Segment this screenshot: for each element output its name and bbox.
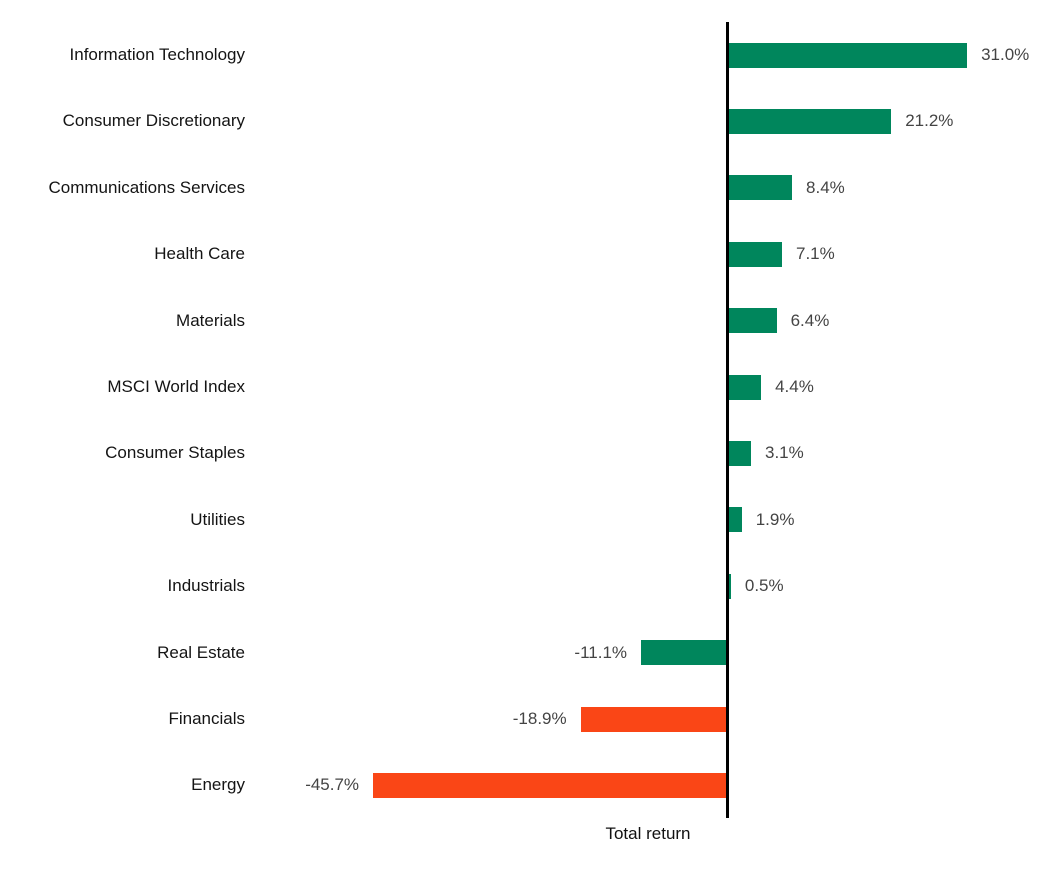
bar bbox=[373, 772, 727, 798]
value-label: 3.1% bbox=[765, 443, 804, 463]
category-label: Communications Services bbox=[48, 177, 245, 197]
chart-row: Consumer Discretionary 21.2% bbox=[0, 108, 1061, 134]
value-label: -11.1% bbox=[574, 642, 628, 662]
category-label: MSCI World Index bbox=[107, 377, 245, 396]
value-label: -18.9% bbox=[512, 709, 567, 728]
value-label: -45.7% bbox=[305, 775, 360, 795]
chart-row: MSCI World Index 4.4% bbox=[0, 374, 1061, 400]
category-label: Consumer Staples bbox=[105, 443, 245, 463]
value-label: 21.2% bbox=[905, 111, 954, 131]
value-label: 7.1% bbox=[795, 244, 835, 264]
bar bbox=[727, 241, 782, 267]
category-label: Real Estate bbox=[157, 642, 245, 662]
chart-row: Energy -45.7% bbox=[0, 772, 1061, 798]
value-label: 0.5% bbox=[744, 576, 784, 596]
zero-axis-line bbox=[726, 22, 729, 818]
value-label: 8.4% bbox=[806, 177, 845, 197]
category-label: Information Technology bbox=[69, 45, 245, 64]
bar bbox=[641, 640, 727, 666]
x-axis-label: Total return bbox=[605, 824, 691, 843]
bar bbox=[727, 42, 968, 68]
bar bbox=[727, 308, 777, 334]
value-label: 31.0% bbox=[981, 45, 1030, 64]
category-label: Consumer Discretionary bbox=[62, 111, 245, 131]
chart-row: Consumer Staples 3.1% bbox=[0, 440, 1061, 466]
bar bbox=[727, 108, 892, 134]
chart-row: Real Estate -11.1% bbox=[0, 640, 1061, 666]
category-label: Health Care bbox=[154, 244, 245, 264]
category-label: Energy bbox=[191, 775, 245, 795]
value-label: 6.4% bbox=[790, 310, 830, 330]
bar bbox=[727, 374, 762, 400]
category-label: Industrials bbox=[167, 576, 245, 596]
chart-row: Materials 6.4% bbox=[0, 308, 1061, 334]
bar bbox=[727, 175, 793, 201]
bar bbox=[727, 507, 742, 533]
chart-row: Health Care 7.1% bbox=[0, 241, 1061, 267]
value-label: 4.4% bbox=[775, 377, 814, 396]
category-label: Materials bbox=[176, 310, 245, 330]
bar bbox=[580, 706, 727, 732]
category-label: Utilities bbox=[190, 509, 245, 529]
chart-row: Information Technology 31.0% bbox=[0, 42, 1061, 68]
category-label: Financials bbox=[168, 709, 245, 728]
bar bbox=[727, 440, 751, 466]
chart-row: Financials -18.9% bbox=[0, 706, 1061, 732]
chart-row: Industrials 0.5% bbox=[0, 573, 1061, 599]
chart-row: Utilities 1.9% bbox=[0, 507, 1061, 533]
value-label: 1.9% bbox=[755, 509, 795, 529]
chart-row: Communications Services 8.4% bbox=[0, 175, 1061, 201]
